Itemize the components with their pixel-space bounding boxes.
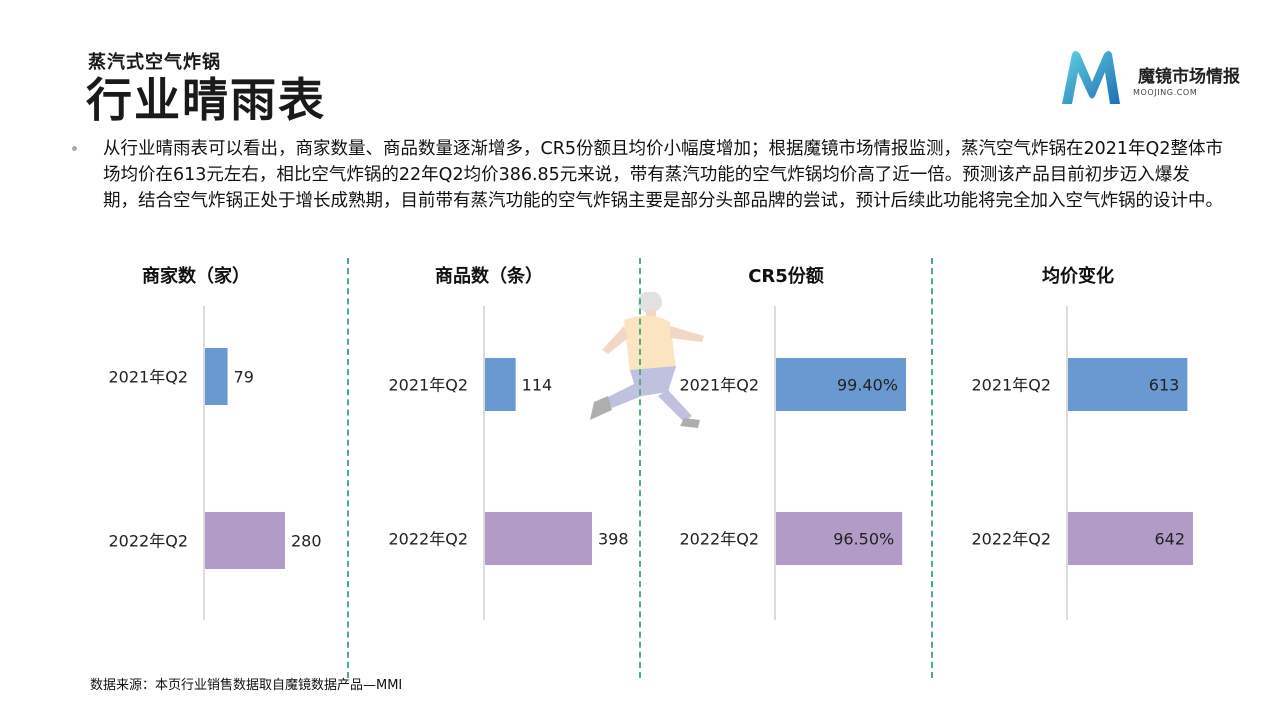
bar-2021年Q2 bbox=[1068, 358, 1188, 411]
page-title: 行业晴雨表 bbox=[86, 73, 326, 127]
page-subtitle: 蒸汽式空气炸锅 bbox=[88, 52, 221, 73]
chart-title: 商家数（家） bbox=[142, 265, 250, 287]
category-label: 2022年Q2 bbox=[109, 532, 189, 551]
chart-title: 均价变化 bbox=[1042, 265, 1114, 287]
data-label: 79 bbox=[234, 368, 254, 387]
bar-2021年Q2 bbox=[776, 358, 906, 411]
category-label: 2022年Q2 bbox=[972, 530, 1052, 549]
panel-divider-2 bbox=[639, 258, 641, 678]
chart-title: CR5份额 bbox=[748, 265, 824, 287]
data-label: 642 bbox=[1154, 530, 1185, 549]
category-label: 2022年Q2 bbox=[389, 530, 469, 549]
bar-2021年Q2 bbox=[485, 358, 516, 411]
moojing-logo bbox=[1062, 51, 1120, 104]
logo-text: 魔镜市场情报 bbox=[1138, 67, 1240, 87]
bar-2022年Q2 bbox=[1068, 512, 1193, 565]
summary-paragraph: 从行业晴雨表可以看出，商家数量、商品数量逐渐增多，CR5份额且均价小幅度增加；根… bbox=[103, 139, 1223, 211]
data-label: 96.50% bbox=[833, 530, 894, 549]
bar-2022年Q2 bbox=[205, 512, 285, 569]
bullet-dot bbox=[72, 146, 77, 151]
chart-panels: 商家数（家） 2021年Q2 79 2022年Q2 280 商品数（条） 2021年Q2 11… bbox=[109, 265, 1193, 620]
data-source-note: 数据来源：本页行业销售数据取自魔镜数据产品—MMI bbox=[90, 678, 403, 693]
data-label: 99.40% bbox=[837, 376, 898, 395]
data-label: 398 bbox=[598, 530, 629, 549]
bar-2021年Q2 bbox=[205, 348, 228, 405]
category-label: 2021年Q2 bbox=[109, 368, 189, 387]
bar-2022年Q2 bbox=[485, 512, 592, 565]
category-label: 2021年Q2 bbox=[972, 376, 1052, 395]
panel-divider-3 bbox=[931, 258, 933, 678]
data-label: 613 bbox=[1149, 376, 1180, 395]
logo-domain: MOOJING.COM bbox=[1133, 88, 1198, 97]
data-label: 114 bbox=[522, 376, 553, 395]
category-label: 2021年Q2 bbox=[680, 376, 760, 395]
bar-2022年Q2 bbox=[776, 512, 903, 565]
category-label: 2022年Q2 bbox=[680, 530, 760, 549]
category-label: 2021年Q2 bbox=[389, 376, 469, 395]
panel-divider-1 bbox=[347, 258, 349, 678]
decorative-figure-illustration bbox=[590, 292, 704, 428]
chart-title: 商品数（条） bbox=[435, 265, 543, 287]
data-label: 280 bbox=[291, 532, 322, 551]
